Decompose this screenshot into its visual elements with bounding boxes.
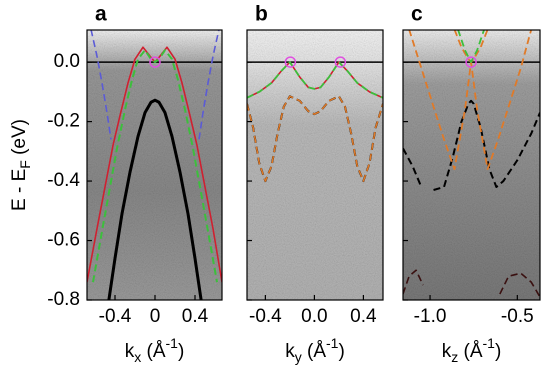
axis-label: E - EF (eV) [9, 119, 33, 211]
x-tick-label: -0.5 [501, 306, 534, 327]
axis-label-part: -1 [326, 335, 339, 351]
panel-label: c [411, 3, 423, 26]
axis-label-part: y [295, 349, 302, 365]
fermi-crossing-marker [465, 56, 477, 68]
y-tick-label: 0.0 [54, 51, 80, 72]
y-tick-label: -0.6 [47, 230, 80, 251]
axis-label-part: -1 [166, 335, 179, 351]
band-curve [247, 61, 383, 99]
x-tick-label: 0.4 [182, 306, 209, 327]
y-tick-label: -0.4 [47, 170, 80, 191]
axis-label: ky (Å-1) [285, 335, 345, 365]
axis-label-part: ) [495, 341, 501, 362]
axis-label-part: F [17, 160, 33, 169]
curves [247, 56, 383, 183]
band-curve [403, 269, 424, 295]
axis-label-part: k [442, 341, 452, 362]
axis-label-part: (Å [141, 341, 166, 362]
axis-label: kz (Å-1) [442, 335, 502, 365]
band-curve [457, 30, 485, 64]
axis-label-part: (Å [302, 341, 327, 362]
band-curve [499, 272, 540, 298]
x-tick-label: -0.4 [249, 306, 282, 327]
y-tick-label: -0.8 [47, 289, 80, 310]
x-tick-label: 0.0 [301, 306, 327, 327]
axis-label-part: -1 [483, 335, 496, 351]
fermi-crossing-marker [334, 56, 347, 68]
fermi-crossing-marker [149, 56, 161, 68]
band-curve [247, 95, 383, 182]
plot-frame [402, 29, 541, 301]
x-tick-label: -0.4 [99, 306, 132, 327]
axis-label-part: x [134, 349, 141, 365]
band-curve [107, 98, 203, 300]
band-curve [433, 99, 540, 191]
plot-frame [246, 29, 384, 301]
x-tick-label: 0.4 [350, 306, 377, 327]
axis-label-part: k [125, 341, 135, 362]
axis-label-part: z [451, 349, 458, 365]
band-curve [198, 30, 220, 140]
band-curve [403, 147, 423, 188]
axis-label-part: ) [338, 341, 344, 362]
spectrum-background [87, 30, 222, 300]
axis-label-part: ) [178, 341, 184, 362]
band-curve [92, 49, 218, 283]
curves [403, 30, 540, 298]
axis-label-part: (Å [458, 341, 483, 362]
x-tick-label: 0 [150, 306, 161, 327]
axis-label-part: k [285, 341, 295, 362]
axis-label-part: (eV) [9, 119, 30, 160]
spectrum-background [247, 30, 383, 300]
y-tick-label: -0.2 [47, 111, 80, 132]
axis-label-part: E - E [9, 169, 30, 211]
spectrum-background [403, 30, 540, 300]
x-tick-label: -1.0 [414, 306, 447, 327]
panel-label: b [255, 3, 268, 26]
panel-label: a [95, 3, 107, 26]
band-curve [90, 30, 112, 140]
axis-label: kx (Å-1) [125, 335, 185, 365]
curves [87, 30, 222, 300]
fermi-crossing-marker [284, 56, 297, 68]
